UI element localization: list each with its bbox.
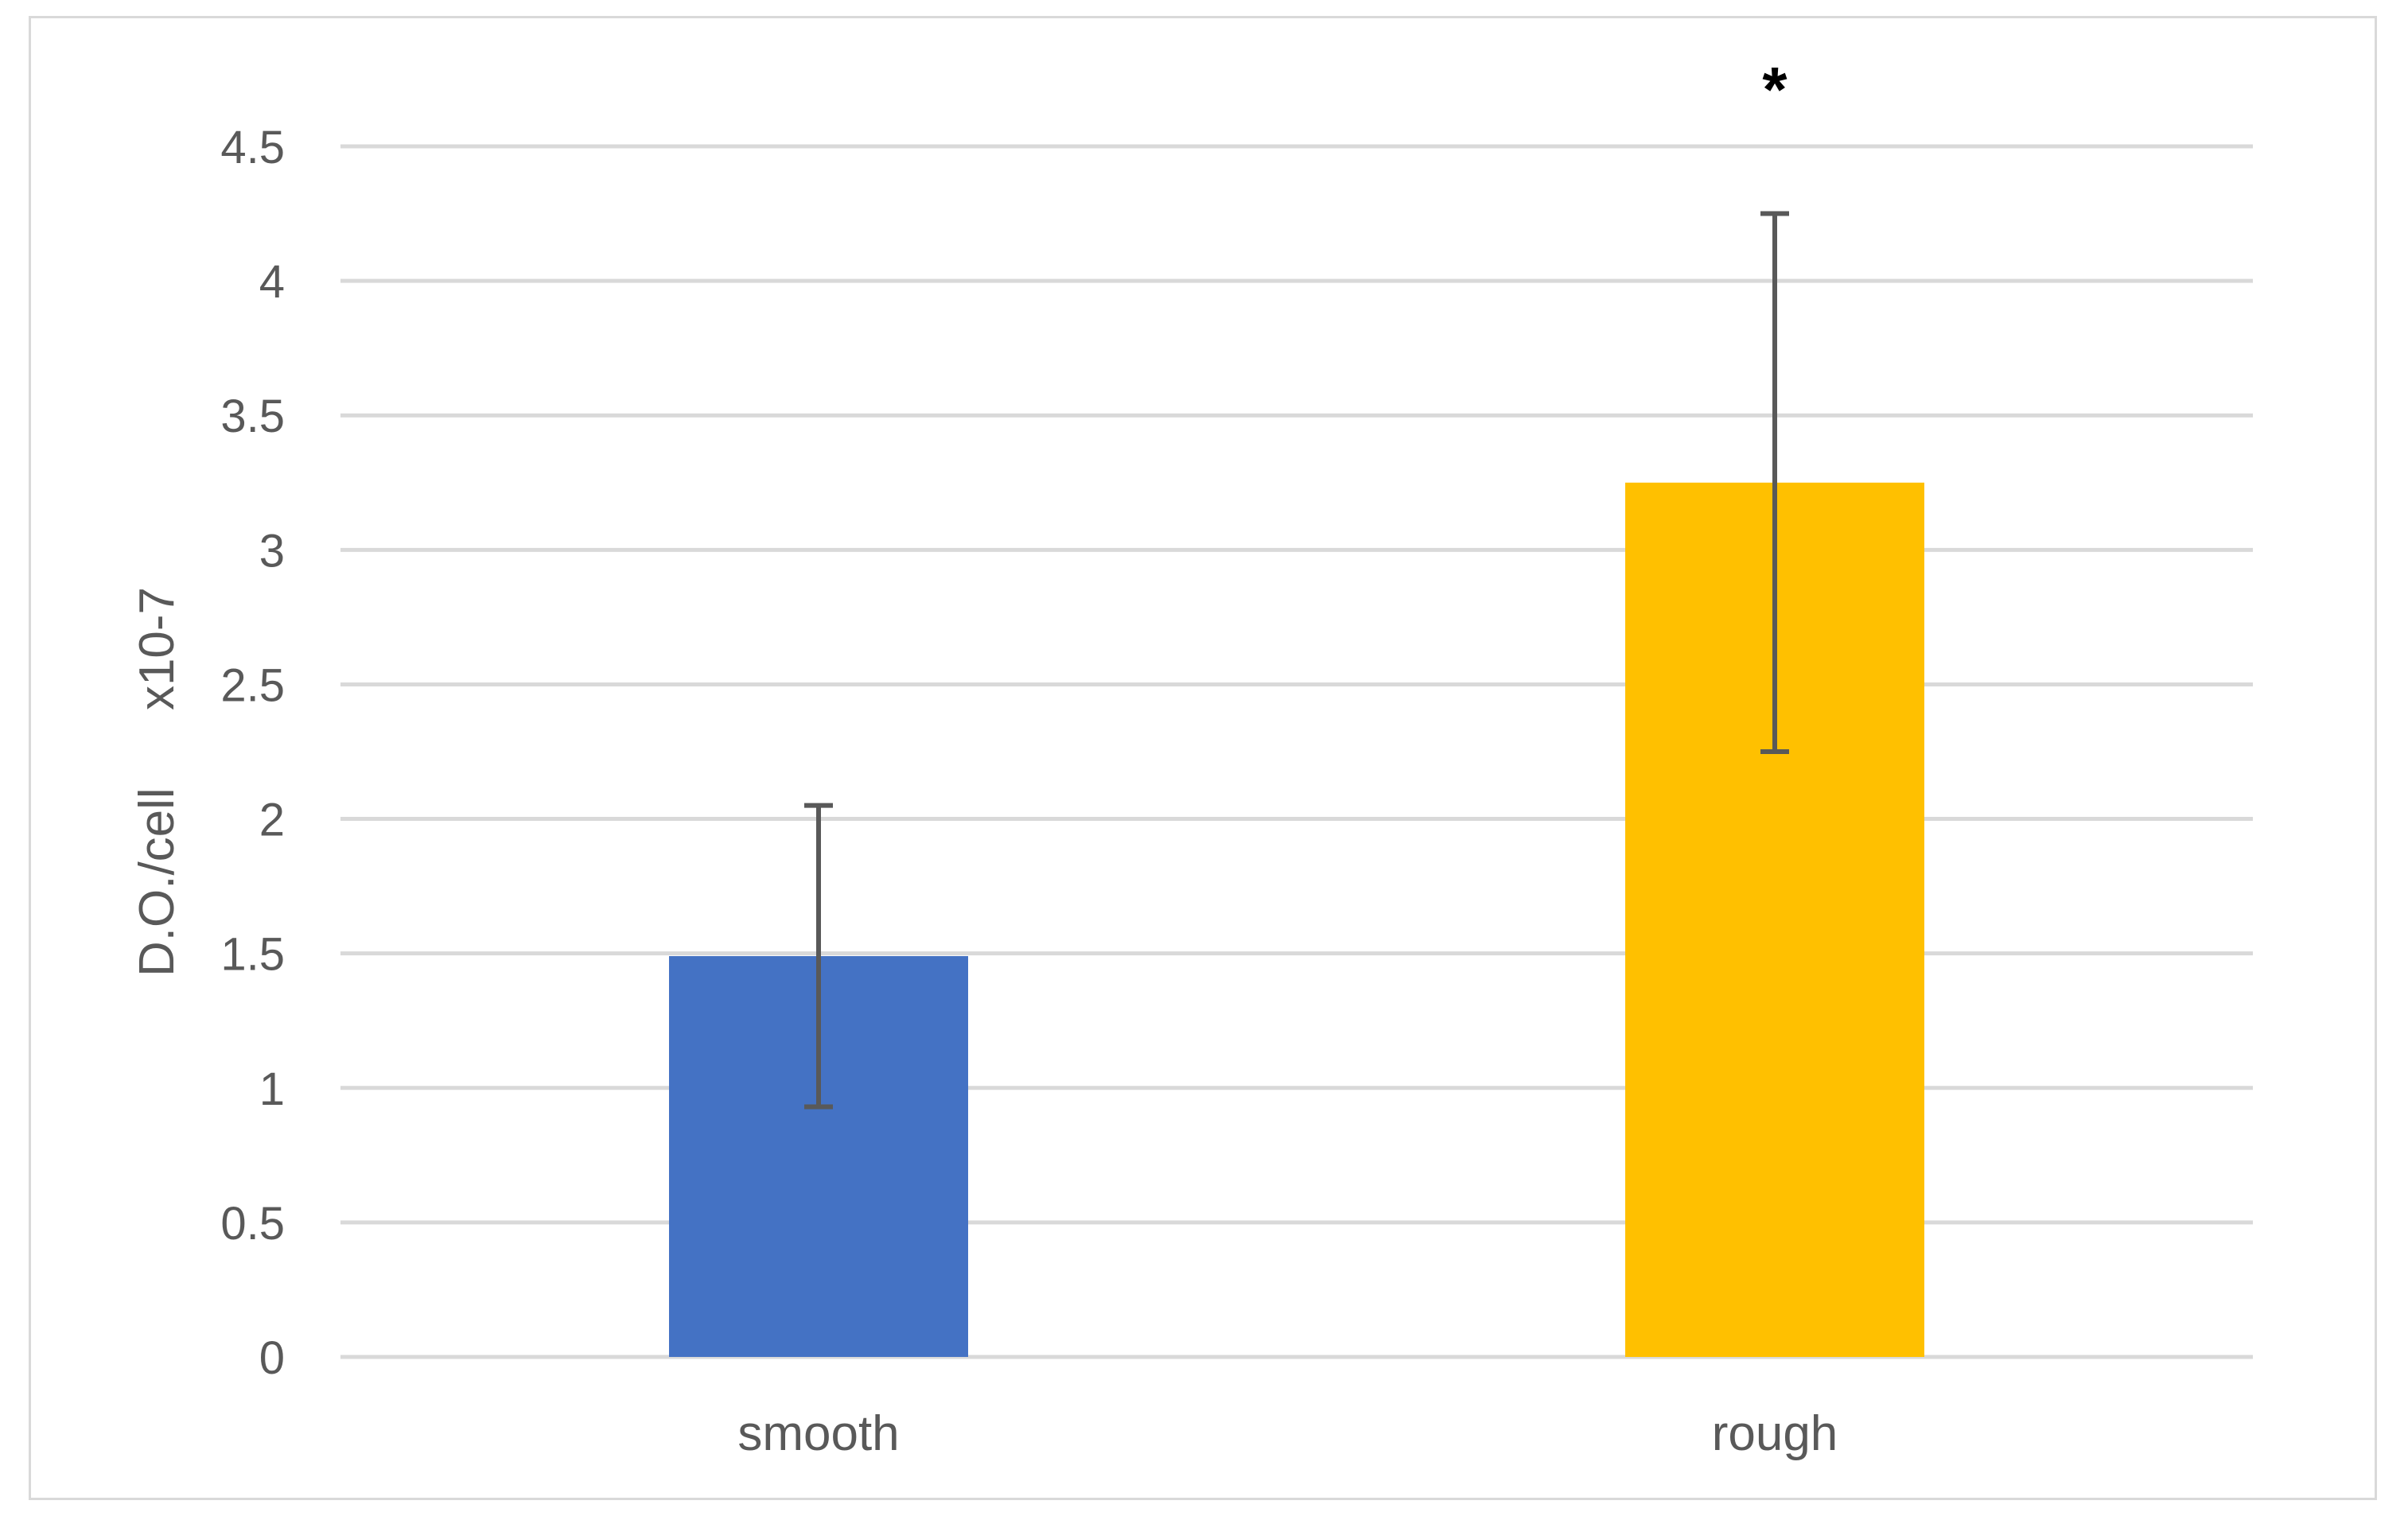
y-tick-label: 1.5 xyxy=(220,929,285,981)
annotations: * xyxy=(1762,54,1788,125)
x-tick-label: rough xyxy=(1712,1406,1838,1461)
error-bar-smooth xyxy=(804,803,833,1110)
y-tick-label: 3 xyxy=(259,525,285,577)
y-axis-title-suffix: x10-7 xyxy=(130,587,185,710)
y-tick-label: 4 xyxy=(259,256,285,308)
y-axis-ticks: 0 0.5 1 1.5 2 2.5 3 3.5 4 4.5 xyxy=(220,122,285,1384)
significance-marker: * xyxy=(1762,54,1788,125)
y-axis-title: D.O./cell x10-7 xyxy=(130,587,185,977)
error-bars xyxy=(804,211,1789,1110)
y-tick-label: 1 xyxy=(259,1063,285,1115)
gridlines xyxy=(340,144,2253,1359)
x-axis-labels: smooth rough xyxy=(737,1406,1838,1461)
y-tick-label: 0.5 xyxy=(220,1198,285,1250)
y-tick-label: 0 xyxy=(259,1332,285,1384)
y-tick-label: 2 xyxy=(259,795,285,846)
x-tick-label: smooth xyxy=(737,1406,899,1461)
bars xyxy=(669,482,1924,1357)
y-tick-label: 2.5 xyxy=(220,659,285,711)
error-bar-rough xyxy=(1760,211,1789,754)
y-tick-label: 4.5 xyxy=(220,122,285,173)
y-tick-label: 3.5 xyxy=(220,391,285,442)
y-axis-title-main: D.O./cell xyxy=(130,787,185,977)
chart-frame xyxy=(29,16,2377,1500)
